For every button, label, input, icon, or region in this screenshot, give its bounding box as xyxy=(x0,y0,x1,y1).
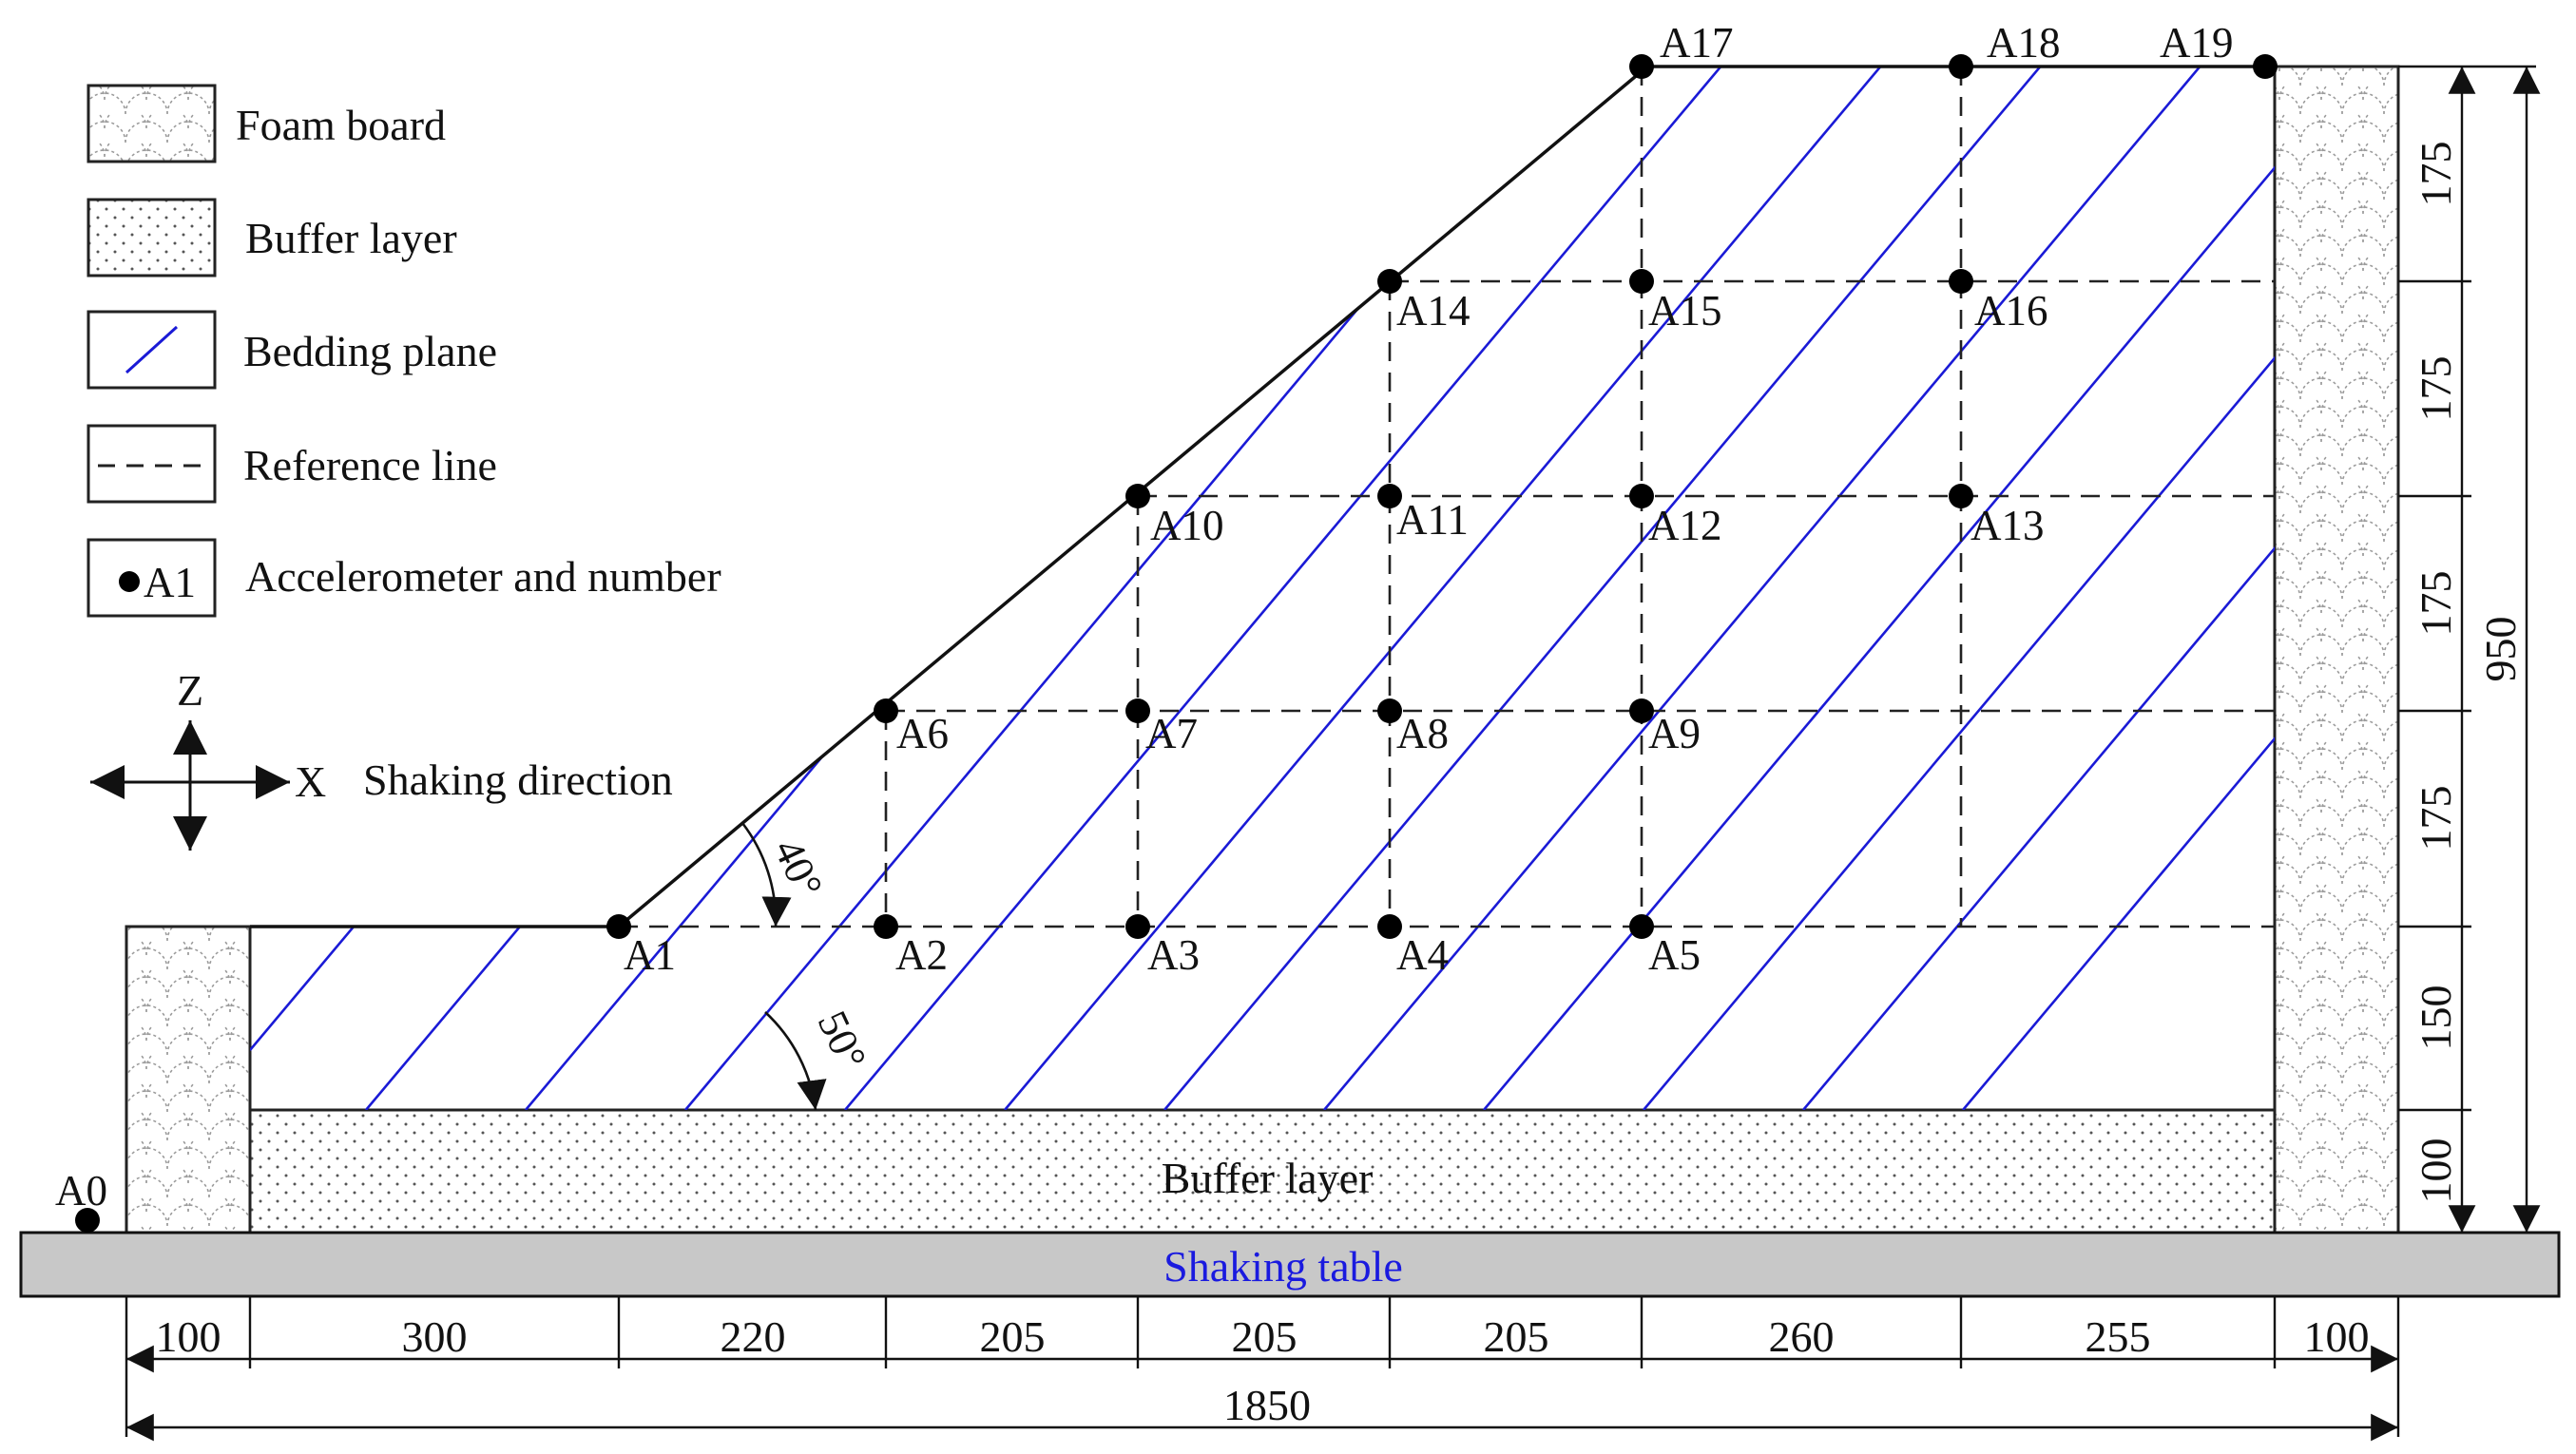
dimension-label: 150 xyxy=(2412,985,2460,1051)
legend: Foam board Buffer layer Bedding plane Re… xyxy=(87,84,721,618)
legend-bedding-plane-label: Bedding plane xyxy=(243,327,497,375)
dimension-label: 300 xyxy=(402,1312,468,1361)
accelerometer-point-a11 xyxy=(1377,484,1402,508)
total-height-label: 950 xyxy=(2476,617,2525,682)
shaking-table-label: Shaking table xyxy=(1163,1242,1403,1291)
legend-foam-board-swatch xyxy=(87,84,217,163)
bedding-plane-line xyxy=(1643,67,2275,1110)
buffer-layer xyxy=(248,1108,2277,1234)
accelerometer-point-a10 xyxy=(1125,484,1150,508)
accelerometer-point-a6 xyxy=(874,698,898,723)
legend-buffer-layer-swatch xyxy=(87,198,217,277)
shaking-direction-label: Shaking direction xyxy=(363,756,673,804)
legend-reference-line-swatch xyxy=(87,424,217,504)
accelerometer-point-a4 xyxy=(1377,914,1402,939)
accelerometer-label-a9: A9 xyxy=(1648,710,1701,757)
accelerometer-point-a12 xyxy=(1629,484,1654,508)
accelerometer-label-a12: A12 xyxy=(1648,502,1722,549)
foam-board-left xyxy=(125,925,252,1234)
bedding-plane-line xyxy=(844,67,2275,1110)
accelerometer-label-a7: A7 xyxy=(1145,710,1198,757)
bedding-plane-line xyxy=(525,67,2178,1110)
legend-accelerometer-sample: A1 xyxy=(144,559,196,606)
accelerometer-label-a13: A13 xyxy=(1970,502,2045,549)
legend-reference-line-label: Reference line xyxy=(243,441,497,489)
accelerometer-point-a13 xyxy=(1949,484,1973,508)
accelerometer-label-a5: A5 xyxy=(1648,931,1701,979)
dimension-label: 255 xyxy=(2086,1312,2151,1361)
dimension-label: 100 xyxy=(2412,1138,2460,1204)
accelerometer-label-a16: A16 xyxy=(1974,287,2048,335)
dimension-label: 205 xyxy=(980,1312,1046,1361)
dimension-label: 175 xyxy=(2412,786,2460,851)
dimension-label: 205 xyxy=(1232,1312,1298,1361)
accelerometer-label-a15: A15 xyxy=(1648,287,1722,335)
accelerometer-point-a14 xyxy=(1377,269,1402,294)
accelerometer-point-a19 xyxy=(2253,54,2278,79)
bedding-plane-line xyxy=(1962,67,2275,1110)
accelerometer-label-a10: A10 xyxy=(1150,502,1224,549)
total-width-label: 1850 xyxy=(1223,1381,1311,1429)
accelerometer-point-a9 xyxy=(1629,698,1654,723)
shaking-table xyxy=(19,1231,2561,1298)
accelerometer-point-a17 xyxy=(1629,54,1654,79)
bedding-plane-icon xyxy=(125,325,179,374)
accelerometer-point-a2 xyxy=(874,914,898,939)
shaking-direction: Z X Shaking direction xyxy=(90,666,673,851)
accelerometer-label-a1: A1 xyxy=(624,931,676,979)
dimension-label: 175 xyxy=(2412,356,2460,422)
bedding-plane-line xyxy=(1004,67,2275,1110)
bedding-plane-line xyxy=(1802,67,2275,1110)
accelerometer-point-a0 xyxy=(75,1208,100,1233)
accelerometers: A0 A1 A2 A3 A4 A5 A6 A7 A8 A9 A10 A11 A1… xyxy=(55,19,2278,1233)
accelerometer-point-a3 xyxy=(1125,914,1150,939)
accelerometer-point-a15 xyxy=(1629,269,1654,294)
accelerometer-label-a3: A3 xyxy=(1147,931,1200,979)
accelerometer-label-a2: A2 xyxy=(895,931,948,979)
legend-accelerometer-label: Accelerometer and number xyxy=(245,552,721,601)
bedding-angle-label: 50° xyxy=(809,1004,875,1078)
accelerometer-label-a6: A6 xyxy=(896,710,949,757)
foam-board-right xyxy=(2273,65,2400,1234)
z-axis-label: Z xyxy=(177,666,203,715)
accelerometer-label-a14: A14 xyxy=(1396,287,1471,335)
dimension-label: 260 xyxy=(1769,1312,1835,1361)
accelerometer-label-a0: A0 xyxy=(55,1167,107,1215)
dimension-label: 220 xyxy=(721,1312,786,1361)
accelerometer-icon xyxy=(119,571,140,592)
legend-accelerometer-swatch xyxy=(87,538,217,618)
legend-buffer-layer-label: Buffer layer xyxy=(245,214,457,262)
accelerometer-point-a7 xyxy=(1125,698,1150,723)
right-dimensions: 175 175 175 175 150 100 950 xyxy=(2398,65,2541,1234)
accelerometer-label-a19: A19 xyxy=(2160,19,2234,67)
dimension-label: 100 xyxy=(156,1312,221,1361)
legend-foam-board-label: Foam board xyxy=(236,101,446,149)
accelerometer-point-a18 xyxy=(1949,54,1973,79)
bedding-plane-line xyxy=(1323,67,2275,1110)
bedding-plane-line xyxy=(1163,67,2275,1110)
accelerometer-point-a5 xyxy=(1629,914,1654,939)
dimension-label: 100 xyxy=(2304,1312,2370,1361)
accelerometer-label-a8: A8 xyxy=(1396,710,1449,757)
slope-angle-label: 40° xyxy=(764,832,831,905)
accelerometer-label-a4: A4 xyxy=(1396,931,1449,979)
accelerometer-label-a17: A17 xyxy=(1660,19,1734,67)
bottom-dimensions: 100 300 220 205 205 205 260 255 100 1850 xyxy=(125,1297,2400,1442)
accelerometer-point-a1 xyxy=(606,914,631,939)
dimension-label: 205 xyxy=(1484,1312,1549,1361)
dimension-label: 175 xyxy=(2412,142,2460,207)
dimension-label: 175 xyxy=(2412,571,2460,637)
x-axis-label: X xyxy=(295,757,326,806)
accelerometer-label-a18: A18 xyxy=(1987,19,2061,67)
bedding-plane-line xyxy=(1483,67,2275,1110)
buffer-layer-label: Buffer layer xyxy=(1162,1154,1374,1202)
accelerometer-label-a11: A11 xyxy=(1396,496,1469,544)
accelerometer-point-a8 xyxy=(1377,698,1402,723)
accelerometer-point-a16 xyxy=(1949,269,1973,294)
slope-angle-arc xyxy=(740,822,792,928)
bedding-angle-arc xyxy=(764,1011,827,1111)
angle-annotations xyxy=(740,822,827,1111)
